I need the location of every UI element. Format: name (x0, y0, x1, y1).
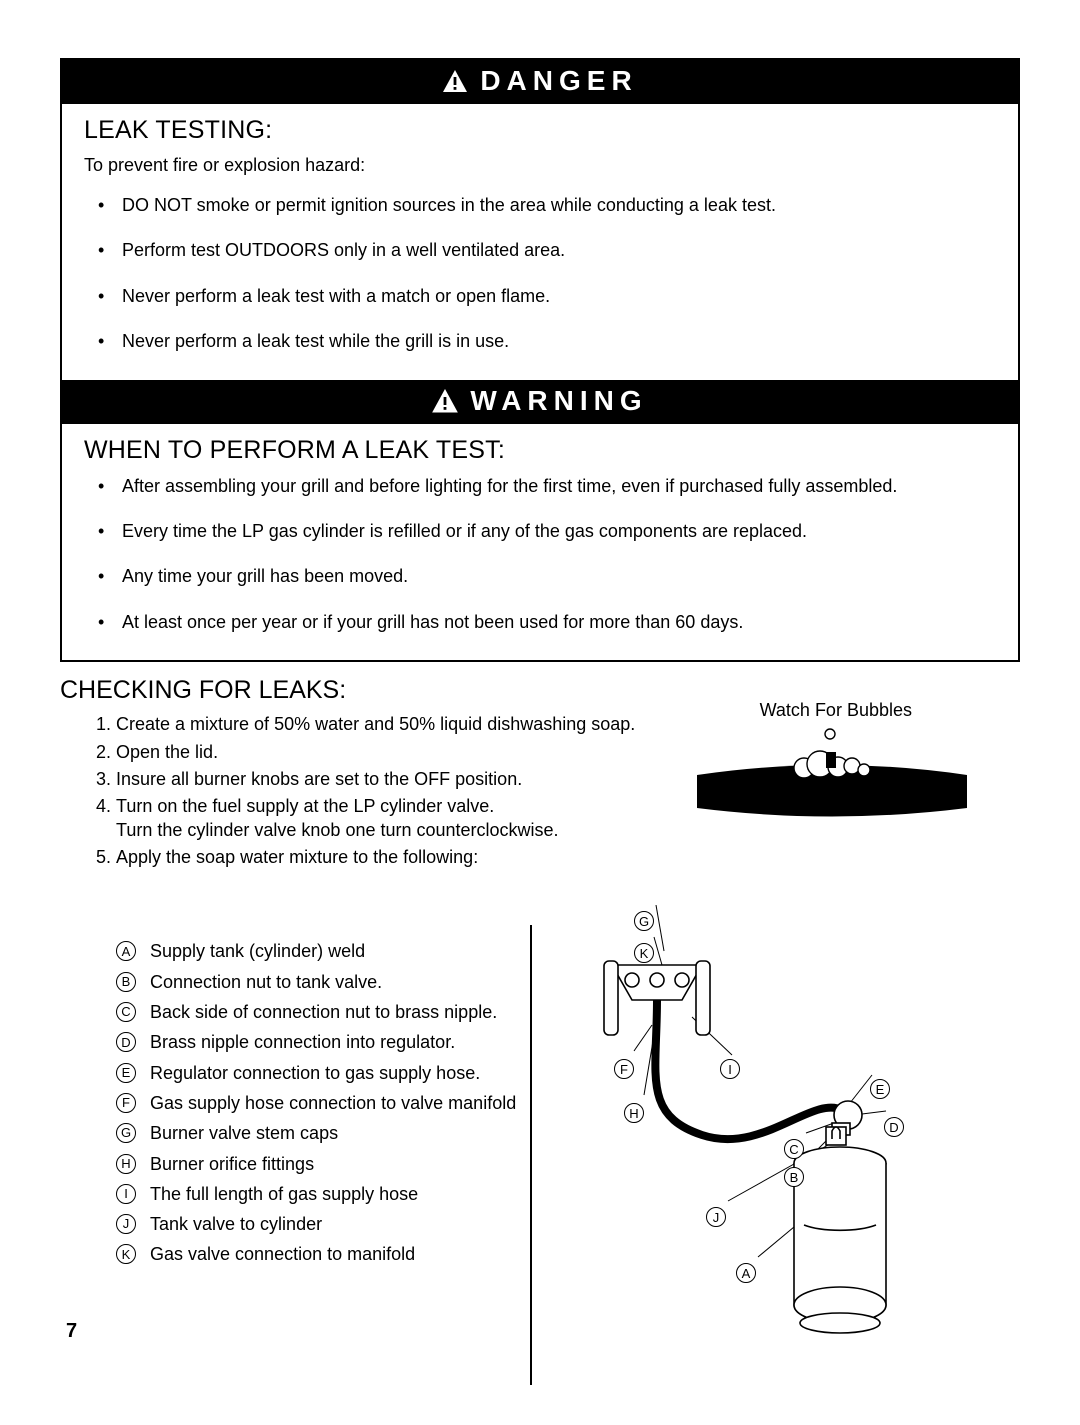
warning-header-text: WARNING (470, 385, 647, 417)
legend-row: D Brass nipple connection into regulator. (116, 1030, 520, 1054)
leak-testing-intro: To prevent fire or explosion hazard: (84, 155, 996, 176)
legend-letter: H (116, 1154, 136, 1174)
legend-text: Gas supply hose connection to valve mani… (150, 1091, 516, 1115)
legend-letter: C (116, 1002, 136, 1022)
legend-letter: A (116, 941, 136, 961)
legend-text: Tank valve to cylinder (150, 1212, 322, 1236)
legend-text: Back side of connection nut to brass nip… (150, 1000, 497, 1024)
list-item: Apply the soap water mixture to the foll… (116, 846, 1020, 869)
when-leak-test-title: WHEN TO PERFORM A LEAK TEST: (84, 436, 996, 465)
legend-letter: E (116, 1063, 136, 1083)
legend-row: G Burner valve stem caps (116, 1121, 520, 1145)
legend-letter: F (116, 1093, 136, 1113)
legend-letter: J (116, 1214, 136, 1234)
legend-letter: I (116, 1184, 136, 1204)
list-item: DO NOT smoke or permit ignition sources … (122, 194, 996, 217)
list-item: Never perform a leak test while the gril… (122, 330, 996, 353)
legend-column: A Supply tank (cylinder) weld B Connection… (60, 925, 532, 1385)
legend-letter: K (116, 1244, 136, 1264)
list-item: Any time your grill has been moved. (122, 565, 996, 588)
danger-header: DANGER (62, 60, 1018, 104)
legend-text: Supply tank (cylinder) weld (150, 939, 365, 963)
legend-text: The full length of gas supply hose (150, 1182, 418, 1206)
legend-text: Burner orifice fittings (150, 1152, 314, 1176)
page-number: 7 (66, 1320, 77, 1343)
warning-triangle-icon (432, 389, 458, 413)
legend-row: B Connection nut to tank valve. (116, 970, 520, 994)
warning-bullets: After assembling your grill and before l… (84, 475, 996, 635)
legend-text: Gas valve connection to manifold (150, 1242, 415, 1266)
warning-triangle-icon (442, 69, 468, 93)
leak-testing-title: LEAK TESTING: (84, 116, 996, 145)
legend-row: A Supply tank (cylinder) weld (116, 939, 520, 963)
list-item: Perform test OUTDOORS only in a well ven… (122, 239, 996, 262)
legend-letter: G (116, 1123, 136, 1143)
danger-bullets: DO NOT smoke or permit ignition sources … (84, 194, 996, 354)
legend-text: Brass nipple connection into regulator. (150, 1030, 455, 1054)
legend-row: K Gas valve connection to manifold (116, 1242, 520, 1266)
legend-row: F Gas supply hose connection to valve man… (116, 1091, 520, 1115)
legend-letter: B (116, 972, 136, 992)
legend-row: J Tank valve to cylinder (116, 1212, 520, 1236)
bubbles-diagram-icon (692, 720, 972, 820)
warning-header: WARNING (62, 380, 1018, 424)
legend-text: Connection nut to tank valve. (150, 970, 382, 994)
legend-letter: D (116, 1032, 136, 1052)
list-item: At least once per year or if your grill … (122, 611, 996, 634)
legend-text: Regulator connection to gas supply hose. (150, 1061, 480, 1085)
list-item: Every time the LP gas cylinder is refill… (122, 520, 996, 543)
list-item: After assembling your grill and before l… (122, 475, 996, 498)
legend-text: Burner valve stem caps (150, 1121, 338, 1145)
legend-row: C Back side of connection nut to brass ni… (116, 1000, 520, 1024)
watch-bubbles-label: Watch For Bubbles (760, 700, 912, 721)
legend-row: I The full length of gas supply hose (116, 1182, 520, 1206)
diagram-column: GKFIHEDCBJA (532, 925, 1020, 1385)
danger-header-text: DANGER (480, 65, 637, 97)
legend-row: H Burner orifice fittings (116, 1152, 520, 1176)
list-item: Never perform a leak test with a match o… (122, 285, 996, 308)
legend-row: E Regulator connection to gas supply hose… (116, 1061, 520, 1085)
danger-box: DANGER LEAK TESTING: To prevent fire or … (60, 58, 1020, 662)
